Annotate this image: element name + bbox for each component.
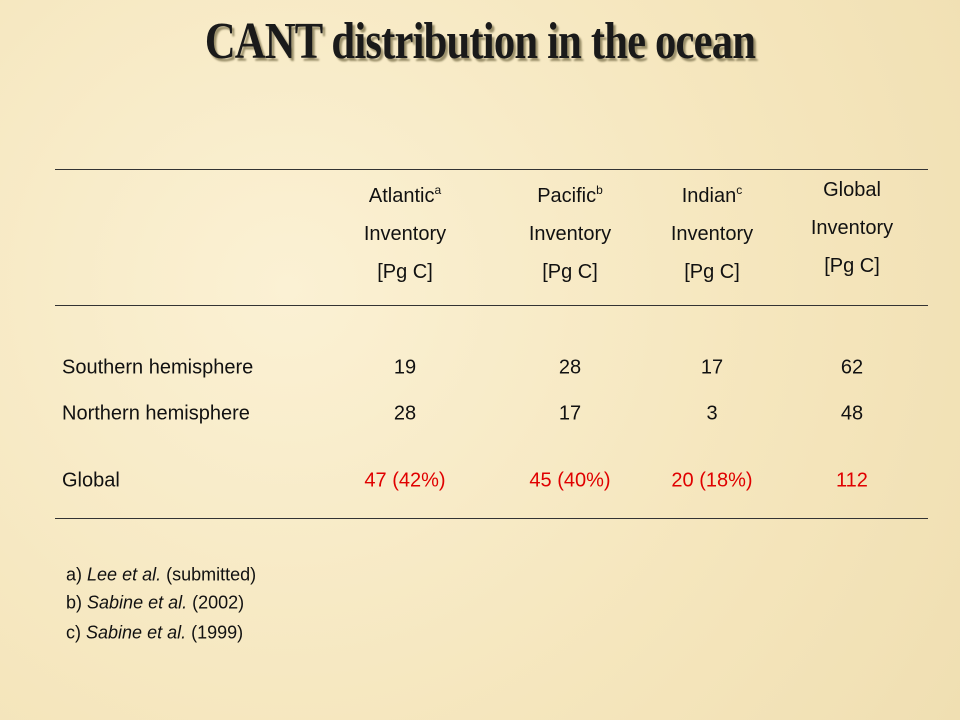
table-cell: 62	[840, 356, 864, 379]
header-line: Inventory	[810, 217, 894, 239]
footnote-marker: a	[434, 183, 442, 197]
column-name: Indian	[681, 185, 737, 207]
footnote: b) Sabine et al. (2002)	[66, 593, 244, 614]
column-name: Pacific	[537, 185, 597, 207]
title: CANT distribution in the ocean	[204, 13, 756, 70]
footnote: c) Sabine et al. (1999)	[66, 623, 243, 644]
footnote-marker: b	[596, 183, 603, 197]
footnote-source: (submitted)	[166, 564, 257, 585]
table-rule	[55, 305, 928, 306]
footnote-marker: c)	[66, 622, 81, 643]
column-header: Atlantica Inventory [Pg C]	[335, 171, 475, 291]
row-label: Global	[62, 469, 120, 492]
row-label: Northern hemisphere	[62, 402, 250, 425]
footnote: a) Lee et al. (submitted)	[66, 565, 256, 586]
column-header: Global Inventory [Pg C]	[782, 171, 922, 285]
footnote-marker: a)	[66, 564, 83, 585]
header-line: Atlantica	[335, 171, 475, 215]
footnote-marker: c	[736, 183, 743, 197]
table-cell: 45 (40%)	[529, 469, 611, 492]
footnote-marker: b)	[66, 592, 83, 613]
header-line: Inventory	[363, 223, 447, 245]
table-cell: 3	[706, 402, 718, 425]
table-cell: 17	[558, 402, 582, 425]
header-line: [Pg C]	[684, 261, 740, 283]
header-line: [Pg C]	[824, 255, 880, 277]
header-line: Pacificb	[500, 171, 640, 215]
header-line: Indianc	[642, 171, 782, 215]
header-line: [Pg C]	[542, 261, 598, 283]
table-rule	[55, 169, 928, 170]
table-rule	[55, 518, 928, 519]
footnote-source: (1999)	[191, 622, 244, 643]
table-cell: 19	[393, 356, 417, 379]
header-line: Global	[782, 171, 922, 209]
footnote-source: (2002)	[192, 592, 245, 613]
column-header: Pacificb Inventory [Pg C]	[500, 171, 640, 291]
table-cell: 112	[836, 469, 868, 492]
header-line: Inventory	[528, 223, 612, 245]
table-cell: 20 (18%)	[671, 469, 753, 492]
table-cell: 48	[840, 402, 864, 425]
header-line: Inventory	[670, 223, 754, 245]
table-cell: 17	[700, 356, 724, 379]
header-line: [Pg C]	[377, 261, 433, 283]
table-cell: 28	[393, 402, 417, 425]
column-name: Global	[823, 179, 881, 201]
column-header: Indianc Inventory [Pg C]	[642, 171, 782, 291]
column-name: Atlantic	[368, 185, 435, 207]
footnote-authors: Sabine et al.	[86, 622, 187, 643]
row-label: Southern hemisphere	[62, 356, 254, 379]
footnote-authors: Sabine et al.	[87, 592, 188, 613]
table-cell: 28	[558, 356, 582, 379]
table-cell: 47 (42%)	[364, 469, 446, 492]
footnote-authors: Lee et al.	[87, 564, 162, 585]
